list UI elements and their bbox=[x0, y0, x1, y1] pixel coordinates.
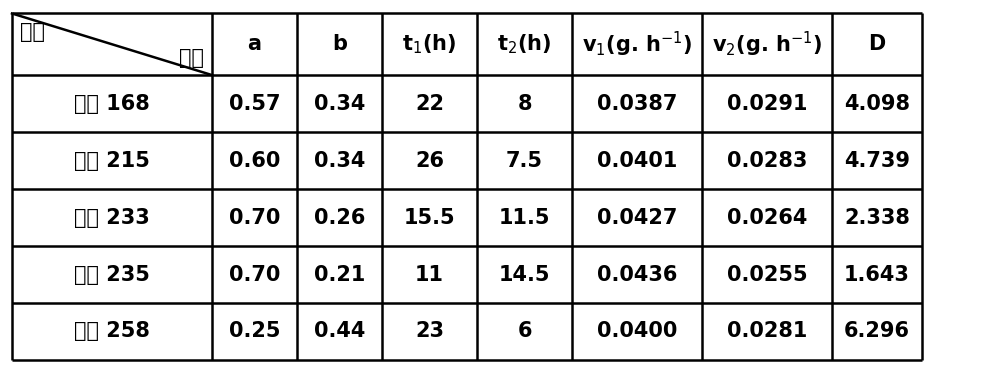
Text: 23: 23 bbox=[415, 321, 444, 341]
Text: 0.0387: 0.0387 bbox=[597, 94, 677, 114]
Text: 品系 233: 品系 233 bbox=[74, 208, 150, 228]
Text: 品系 235: 品系 235 bbox=[74, 264, 150, 285]
Text: 0.0283: 0.0283 bbox=[727, 151, 807, 171]
Text: 0.0436: 0.0436 bbox=[597, 264, 677, 285]
Text: 11: 11 bbox=[415, 264, 444, 285]
Text: 0.0264: 0.0264 bbox=[727, 208, 807, 228]
Text: 7.5: 7.5 bbox=[506, 151, 543, 171]
Text: 0.25: 0.25 bbox=[229, 321, 280, 341]
Text: 11.5: 11.5 bbox=[499, 208, 550, 228]
Text: a: a bbox=[248, 34, 262, 54]
Text: 6: 6 bbox=[517, 321, 532, 341]
Text: 4.098: 4.098 bbox=[844, 94, 910, 114]
Text: 0.44: 0.44 bbox=[314, 321, 365, 341]
Text: 0.0255: 0.0255 bbox=[727, 264, 807, 285]
Text: 0.0401: 0.0401 bbox=[597, 151, 677, 171]
Text: 14.5: 14.5 bbox=[499, 264, 550, 285]
Text: t$_2$(h): t$_2$(h) bbox=[497, 32, 552, 56]
Text: b: b bbox=[332, 34, 347, 54]
Text: 0.26: 0.26 bbox=[314, 208, 365, 228]
Text: 2.338: 2.338 bbox=[844, 208, 910, 228]
Text: 0.34: 0.34 bbox=[314, 94, 365, 114]
Text: t$_1$(h): t$_1$(h) bbox=[402, 32, 457, 56]
Text: 0.70: 0.70 bbox=[229, 264, 280, 285]
Text: 品系 258: 品系 258 bbox=[74, 321, 150, 341]
Text: 0.21: 0.21 bbox=[314, 264, 365, 285]
Text: 品系 215: 品系 215 bbox=[74, 151, 150, 171]
Text: 0.0281: 0.0281 bbox=[727, 321, 807, 341]
Text: 4.739: 4.739 bbox=[844, 151, 910, 171]
Text: 0.57: 0.57 bbox=[229, 94, 280, 114]
Text: D: D bbox=[868, 34, 886, 54]
Text: 0.60: 0.60 bbox=[229, 151, 280, 171]
Text: 26: 26 bbox=[415, 151, 444, 171]
Text: 参数: 参数 bbox=[179, 48, 204, 68]
Text: v$_2$(g. h$^{-1}$): v$_2$(g. h$^{-1}$) bbox=[712, 30, 822, 59]
Text: 0.0291: 0.0291 bbox=[727, 94, 807, 114]
Text: 22: 22 bbox=[415, 94, 444, 114]
Text: 1.643: 1.643 bbox=[844, 264, 910, 285]
Text: 6.296: 6.296 bbox=[844, 321, 910, 341]
Text: v$_1$(g. h$^{-1}$): v$_1$(g. h$^{-1}$) bbox=[582, 30, 692, 59]
Text: 0.34: 0.34 bbox=[314, 151, 365, 171]
Text: 品系: 品系 bbox=[20, 22, 45, 42]
Text: 0.0427: 0.0427 bbox=[597, 208, 677, 228]
Text: 15.5: 15.5 bbox=[404, 208, 455, 228]
Text: 0.70: 0.70 bbox=[229, 208, 280, 228]
Text: 8: 8 bbox=[517, 94, 532, 114]
Text: 品系 168: 品系 168 bbox=[74, 94, 150, 114]
Text: 0.0400: 0.0400 bbox=[597, 321, 677, 341]
